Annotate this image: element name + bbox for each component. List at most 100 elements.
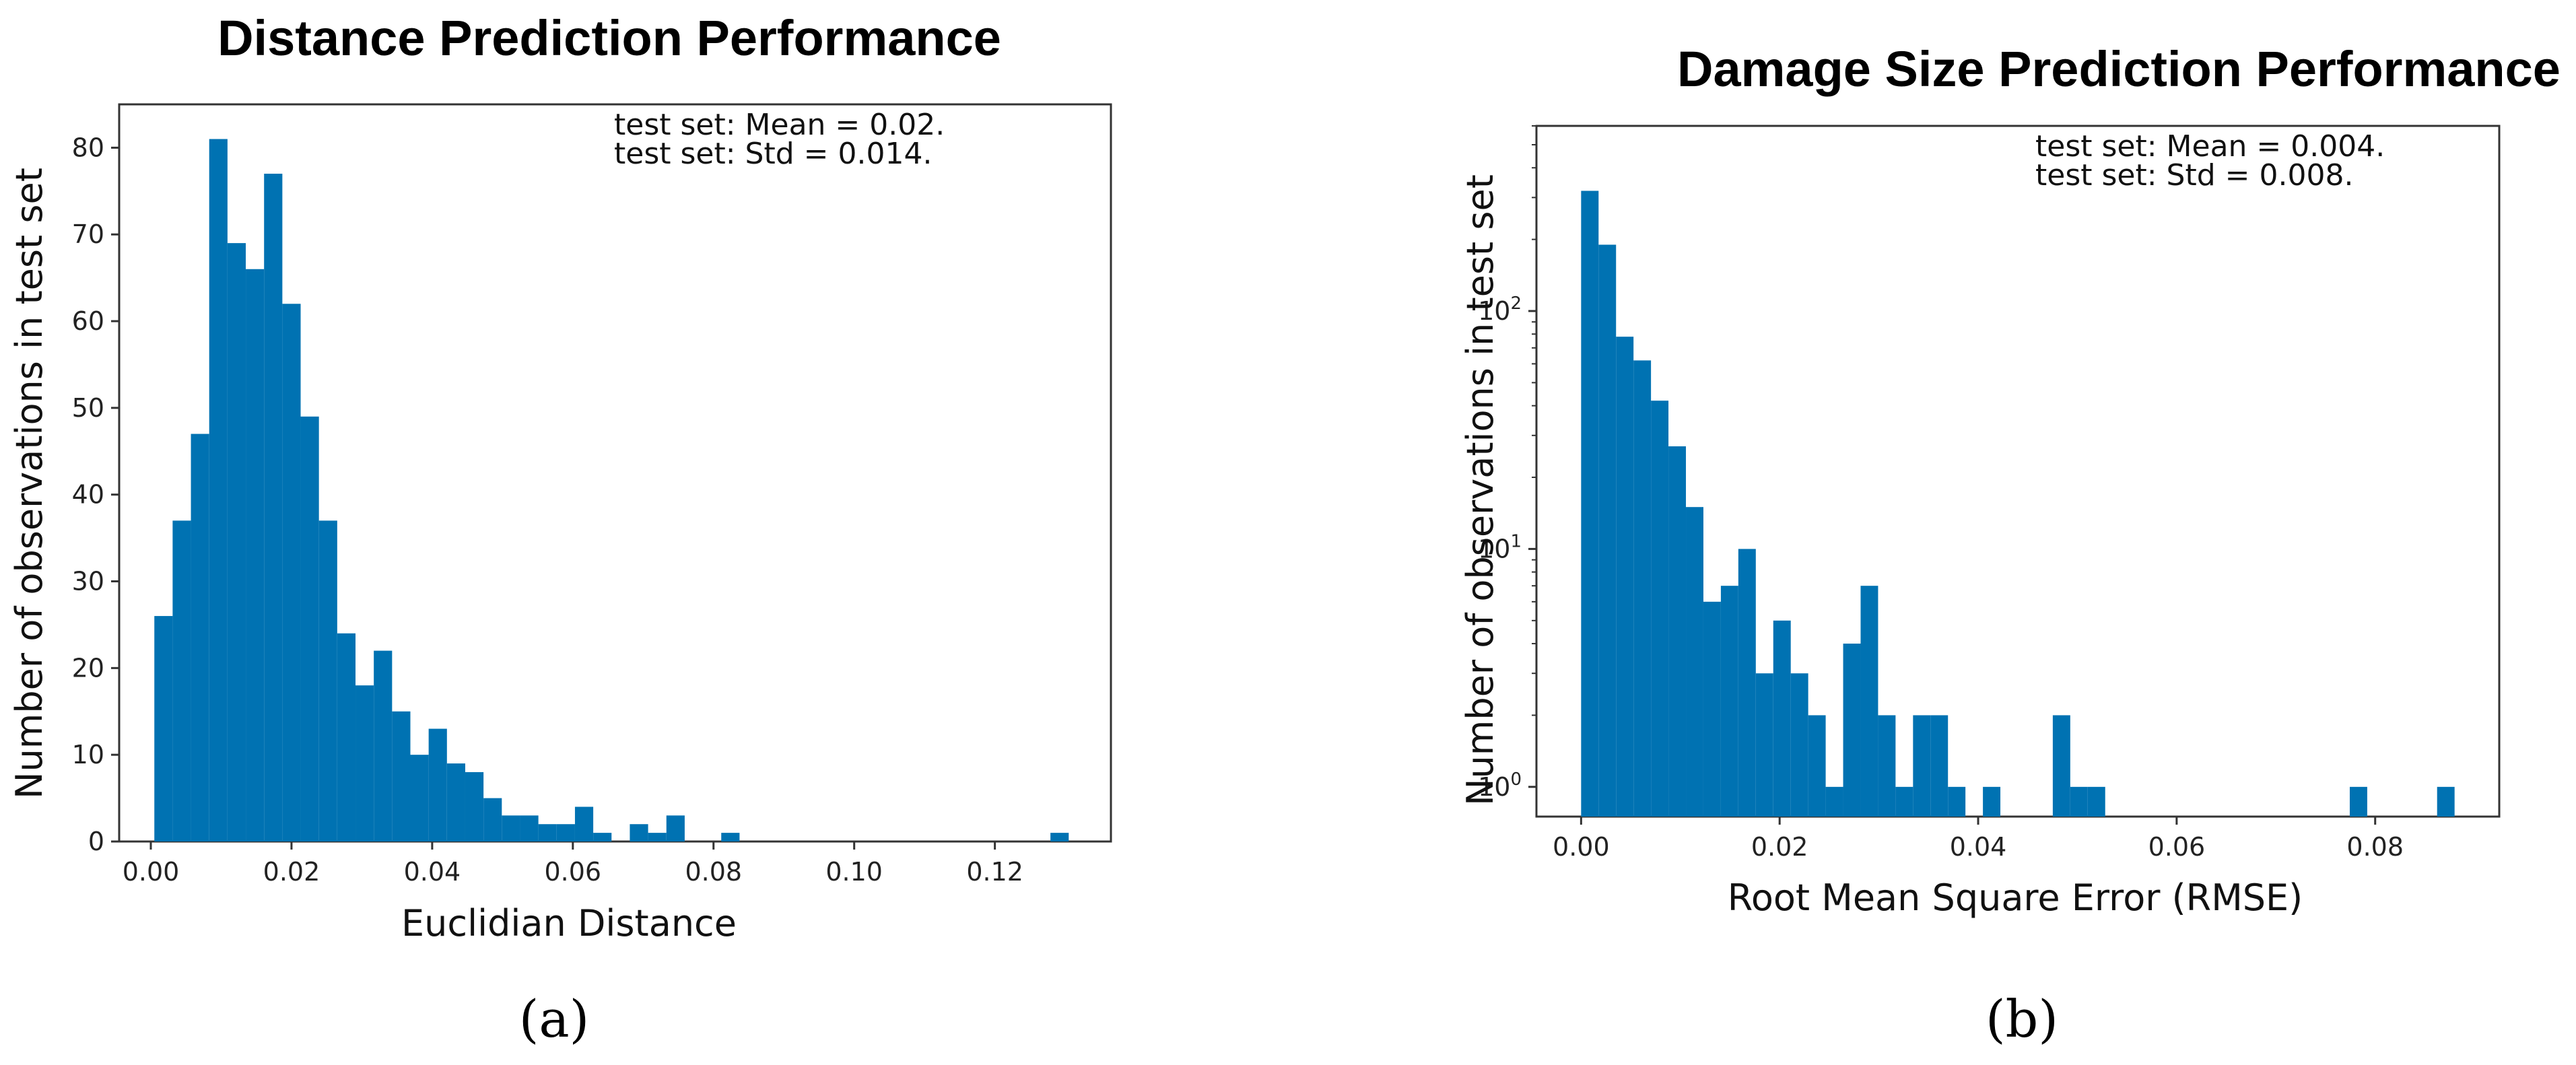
chart-b: Damage Size Prediction Performance 0.00 0…	[1459, 41, 2561, 1049]
chart-b-bars	[1581, 191, 2455, 817]
y-tick-label-base: 10	[1478, 296, 1510, 326]
histogram-bar	[2349, 786, 2367, 817]
histogram-bar	[410, 755, 429, 841]
x-tick-label: 0.08	[2346, 832, 2404, 862]
chart-a: Distance Prediction Performance 0.00 0.02…	[8, 10, 1112, 1049]
histogram-bar	[318, 520, 337, 841]
chart-a-y-axis-label: Number of observations in test set	[8, 168, 50, 799]
histogram-bar	[337, 633, 356, 841]
y-tick-label: 60	[72, 306, 104, 336]
x-tick-label: 0.12	[966, 857, 1023, 887]
y-tick-label: 0	[88, 827, 104, 856]
chart-a-frame	[118, 103, 1112, 843]
y-tick-label-exponent: 1	[1510, 531, 1522, 551]
histogram-bar	[1930, 715, 1948, 817]
x-tick-label: 0.02	[263, 857, 320, 887]
y-tick-label: 20	[72, 653, 104, 683]
y-tick-label: 102	[1478, 294, 1522, 326]
histogram-bar	[154, 616, 173, 841]
histogram-bar	[1808, 715, 1826, 817]
histogram-bar	[1050, 833, 1069, 841]
histogram-bar	[1843, 644, 1861, 817]
histogram-bar	[483, 798, 502, 841]
chart-a-annotation-mean: test set: Mean = 0.02.	[614, 108, 945, 142]
histogram-bar	[1860, 586, 1878, 817]
histogram-bar	[282, 304, 301, 841]
histogram-bar	[556, 824, 575, 841]
histogram-bar	[1825, 786, 1843, 817]
histogram-bar	[246, 269, 265, 841]
histogram-bar	[1895, 786, 1913, 817]
chart-b-x-ticks: 0.00 0.02 0.04 0.06 0.08	[1553, 817, 2404, 862]
x-tick-label: 0.04	[1950, 832, 2007, 862]
y-tick-label: 80	[72, 133, 104, 162]
histogram-bar	[1686, 507, 1703, 817]
chart-a-x-axis-label: Euclidian Distance	[401, 902, 737, 944]
histogram-bar	[355, 685, 374, 841]
chart-b-annotation-std: test set: Std = 0.008.	[2035, 158, 2353, 193]
y-tick-label: 70	[72, 219, 104, 249]
histogram-bar	[392, 711, 411, 841]
histogram-bar	[446, 763, 465, 841]
histogram-bar	[1878, 715, 1896, 817]
histogram-bar	[648, 833, 667, 841]
histogram-bar	[538, 824, 557, 841]
histogram-bar	[574, 806, 594, 841]
y-tick-label: 50	[72, 393, 104, 423]
chart-b-x-axis-label: Root Mean Square Error (RMSE)	[1728, 877, 2303, 919]
x-tick-label: 0.06	[545, 857, 602, 887]
histogram-bar	[465, 771, 484, 841]
histogram-bar	[666, 815, 685, 841]
histogram-bar	[1948, 786, 1966, 817]
histogram-bar	[2070, 786, 2088, 817]
histogram-bar	[1738, 549, 1756, 817]
x-tick-label: 0.08	[685, 857, 742, 887]
panel-label-b: (b)	[1986, 989, 2058, 1049]
histogram-bar	[1668, 446, 1687, 817]
histogram-bar	[502, 815, 520, 841]
histogram-bar	[1773, 620, 1791, 817]
chart-a-bars	[154, 139, 1069, 841]
histogram-bar	[191, 434, 209, 841]
chart-a-title: Distance Prediction Performance	[217, 10, 1001, 66]
histogram-bar	[1755, 673, 1773, 817]
chart-b-annotation-mean: test set: Mean = 0.004.	[2035, 129, 2385, 164]
chart-b-y-axis-label: Number of observations in test set	[1459, 174, 1501, 806]
histogram-bar	[2052, 715, 2070, 817]
y-tick-label-exponent: 0	[1510, 769, 1522, 790]
histogram-bar	[2087, 786, 2105, 817]
x-tick-label: 0.04	[404, 857, 461, 887]
x-tick-label: 0.00	[123, 857, 180, 887]
y-tick-label-exponent: 2	[1510, 294, 1522, 314]
histogram-bar	[1983, 786, 2001, 817]
histogram-bar	[209, 139, 228, 841]
histogram-bar	[1720, 586, 1738, 817]
x-tick-label: 0.02	[1751, 832, 1808, 862]
y-tick-label: 10	[72, 740, 104, 769]
histogram-bar	[1790, 673, 1808, 817]
y-tick-label-base: 10	[1478, 772, 1510, 802]
histogram-bar	[264, 174, 283, 841]
histogram-bar	[1703, 601, 1721, 817]
histogram-bar	[428, 728, 447, 841]
histogram-bar	[1616, 337, 1634, 817]
histogram-bar	[227, 243, 246, 841]
histogram-bar	[520, 815, 539, 841]
chart-a-annotation-std: test set: Std = 0.014.	[614, 137, 932, 171]
histogram-bar	[1581, 191, 1599, 817]
y-tick-label: 100	[1478, 769, 1522, 802]
histogram-bar	[593, 833, 612, 841]
chart-b-title: Damage Size Prediction Performance	[1677, 41, 2561, 97]
histogram-bar	[172, 520, 191, 841]
histogram-bar	[1913, 715, 1931, 817]
histogram-bar	[374, 650, 393, 841]
histogram-bar	[630, 824, 648, 841]
histogram-bar	[1651, 401, 1669, 817]
histogram-bar	[1633, 360, 1652, 817]
panel-label-a: (a)	[519, 989, 590, 1049]
histogram-bar	[721, 833, 740, 841]
x-tick-label: 0.06	[2148, 832, 2206, 862]
x-tick-label: 0.10	[825, 857, 883, 887]
